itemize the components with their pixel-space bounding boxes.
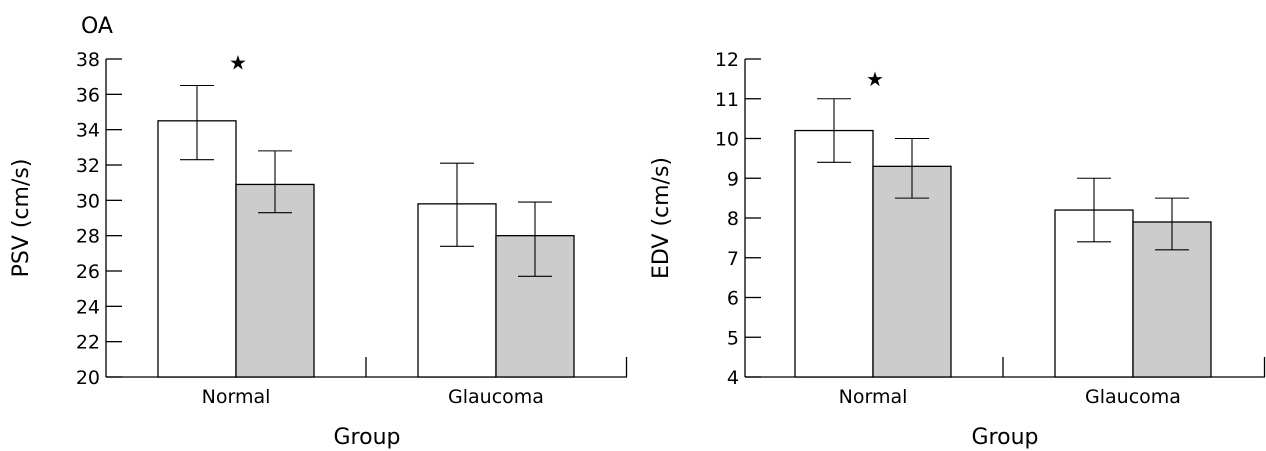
chart-psv: 20 22 24 26 28 30 32 34 36 38 ★ Normal Glaucoma PS…	[9, 49, 628, 450]
psv-x-labels: Normal Glaucoma	[202, 386, 544, 408]
edv-x-labels: Normal Glaucoma	[839, 386, 1181, 408]
psv-y-tick-label: 32	[76, 155, 100, 177]
chart-edv: 4 5 6 7 8 9 10 11 12 ★ Normal Glaucoma EDV (cm/s)…	[649, 49, 1266, 450]
panel-label: OA	[81, 14, 113, 39]
psv-y-ticks: 20 22 24 26 28 30 32 34 36 38	[76, 49, 628, 389]
edv-x-axis-title: Group	[972, 425, 1039, 450]
edv-category-label: Glaucoma	[1085, 386, 1181, 408]
edv-bar	[794, 129, 874, 378]
psv-significance-star: ★	[229, 51, 247, 75]
psv-category-label: Normal	[202, 386, 271, 408]
edv-y-tick-label: 8	[727, 208, 739, 230]
psv-bar	[157, 120, 237, 378]
edv-error-bars	[817, 98, 1189, 251]
psv-y-tick-label: 26	[76, 261, 100, 283]
psv-y-tick-label: 24	[76, 296, 100, 318]
edv-y-tick-label: 12	[715, 49, 739, 71]
psv-category-label: Glaucoma	[448, 386, 544, 408]
psv-y-tick-label: 30	[76, 190, 100, 212]
psv-y-tick-label: 28	[76, 226, 100, 248]
psv-y-tick-label: 34	[76, 120, 100, 142]
psv-y-tick-label: 20	[76, 367, 100, 389]
psv-y-tick-label: 38	[76, 49, 100, 71]
psv-y-tick-label: 36	[76, 84, 100, 106]
edv-bars	[794, 129, 1212, 378]
edv-y-tick-label: 5	[727, 327, 739, 349]
edv-y-tick-label: 4	[727, 367, 739, 389]
psv-bar	[235, 183, 315, 378]
psv-y-tick-label: 22	[76, 332, 100, 354]
edv-significance-star: ★	[866, 67, 884, 91]
edv-annotations: ★	[866, 67, 884, 91]
edv-y-tick-label: 10	[715, 129, 739, 151]
edv-y-axis-title: EDV (cm/s)	[649, 157, 674, 279]
psv-error-bars	[180, 84, 552, 277]
edv-category-label: Normal	[839, 386, 908, 408]
edv-y-tick-label: 9	[727, 168, 739, 190]
edv-y-tick-label: 11	[715, 89, 739, 111]
edv-y-tick-label: 7	[727, 248, 739, 270]
edv-y-tick-label: 6	[727, 288, 739, 310]
psv-y-axis-title: PSV (cm/s)	[9, 159, 34, 278]
psv-annotations: ★	[229, 51, 247, 75]
psv-x-axis-title: Group	[334, 425, 401, 450]
psv-bars	[157, 120, 575, 378]
